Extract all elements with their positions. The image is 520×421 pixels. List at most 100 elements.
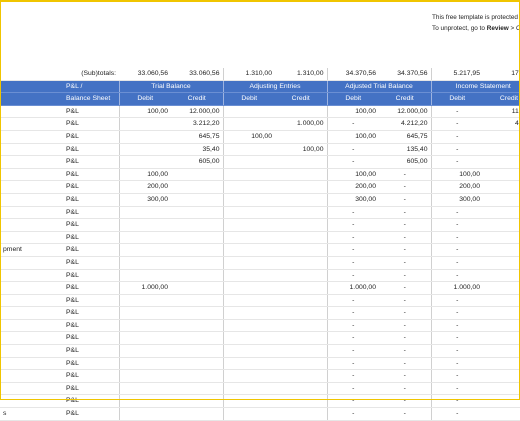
ae-credit-cell[interactable] — [275, 319, 327, 333]
account-cell[interactable] — [0, 369, 63, 383]
ae-credit-cell[interactable]: 100,00 — [275, 143, 327, 157]
ae-credit-cell[interactable] — [275, 331, 327, 346]
tb-debit-cell[interactable]: 100,00 — [118, 105, 171, 119]
is-debit-cell[interactable]: 200,00 — [430, 180, 483, 194]
tb-credit-cell[interactable]: 35,40 — [171, 143, 223, 157]
account-cell[interactable] — [0, 344, 63, 358]
account-cell[interactable] — [0, 130, 63, 144]
tb-credit-cell[interactable]: 605,00 — [171, 155, 223, 169]
header-account-cell[interactable] — [0, 80, 63, 94]
atb-credit-cell[interactable]: - — [379, 369, 431, 383]
ae-debit-cell[interactable] — [222, 168, 275, 182]
tb-debit-cell[interactable] — [118, 344, 171, 358]
atb-credit-cell[interactable]: - — [379, 382, 431, 396]
tb-credit-cell[interactable] — [171, 256, 223, 270]
ae-credit-cell[interactable] — [275, 306, 327, 320]
ae-debit-cell[interactable] — [222, 344, 275, 358]
is-credit-cell[interactable]: 11.900 — [483, 105, 520, 119]
atb-debit-cell[interactable]: - — [326, 319, 379, 333]
is-credit-cell[interactable] — [483, 394, 520, 409]
subtotal-is-debit[interactable]: 5.217,95 — [430, 68, 483, 81]
tb-debit-cell[interactable] — [118, 382, 171, 396]
type-cell[interactable]: P&L — [63, 369, 119, 383]
atb-debit-cell[interactable]: - — [326, 294, 379, 308]
ae-debit-cell[interactable]: 100,00 — [222, 130, 275, 144]
is-debit-cell[interactable]: - — [430, 306, 483, 320]
atb-credit-cell[interactable]: - — [379, 206, 431, 220]
header-adjusted-trial-balance[interactable]: Adjusted Trial Balance — [326, 80, 431, 94]
ae-credit-cell[interactable] — [275, 281, 327, 295]
type-cell[interactable]: P&L — [63, 117, 119, 131]
is-credit-cell[interactable] — [483, 256, 520, 270]
atb-debit-cell[interactable]: - — [326, 218, 379, 232]
header-tb-debit[interactable]: Debit — [118, 92, 171, 106]
type-cell[interactable]: P&L — [63, 281, 119, 295]
is-credit-cell[interactable]: 135 — [483, 143, 520, 157]
tb-credit-cell[interactable] — [171, 357, 223, 371]
is-credit-cell[interactable]: 4.212 — [483, 117, 520, 131]
header-type-label-2[interactable]: Balance Sheet — [63, 92, 119, 106]
tb-debit-cell[interactable]: 100,00 — [118, 168, 171, 182]
ae-debit-cell[interactable] — [222, 281, 275, 295]
tb-credit-cell[interactable]: 645,75 — [171, 130, 223, 144]
tb-credit-cell[interactable] — [171, 331, 223, 346]
is-credit-cell[interactable] — [483, 231, 520, 245]
subtotal-atb-credit[interactable]: 34.370,56 — [379, 68, 431, 81]
is-credit-cell[interactable]: 605 — [483, 155, 520, 169]
account-cell[interactable] — [0, 319, 63, 333]
ae-credit-cell[interactable] — [275, 344, 327, 358]
is-credit-cell[interactable] — [483, 382, 520, 396]
ae-debit-cell[interactable] — [222, 269, 275, 283]
is-credit-cell[interactable] — [483, 243, 520, 257]
ae-debit-cell[interactable] — [222, 357, 275, 371]
is-debit-cell[interactable]: - — [430, 117, 483, 131]
is-debit-cell[interactable]: - — [430, 231, 483, 245]
ae-credit-cell[interactable] — [275, 294, 327, 308]
atb-debit-cell[interactable]: - — [326, 394, 379, 409]
tb-credit-cell[interactable] — [171, 369, 223, 383]
atb-credit-cell[interactable]: - — [379, 281, 431, 295]
tb-credit-cell[interactable] — [171, 382, 223, 396]
tb-credit-cell[interactable] — [171, 218, 223, 232]
type-cell[interactable]: P&L — [63, 344, 119, 358]
subtotal-ae-credit[interactable]: 1.310,00 — [275, 68, 327, 81]
atb-credit-cell[interactable]: 4.212,20 — [379, 117, 431, 131]
atb-credit-cell[interactable]: 645,75 — [379, 130, 431, 144]
account-cell[interactable] — [0, 269, 63, 283]
type-cell[interactable]: P&L — [63, 331, 119, 346]
ae-debit-cell[interactable] — [222, 180, 275, 194]
type-cell[interactable]: P&L — [63, 382, 119, 396]
account-cell[interactable] — [0, 155, 63, 169]
tb-credit-cell[interactable] — [171, 193, 223, 207]
atb-debit-cell[interactable]: - — [326, 117, 379, 131]
atb-credit-cell[interactable]: - — [379, 344, 431, 358]
account-cell[interactable] — [0, 105, 63, 119]
is-credit-cell[interactable] — [483, 269, 520, 283]
account-cell[interactable] — [0, 180, 63, 194]
tb-debit-cell[interactable]: 1.000,00 — [118, 281, 171, 295]
account-cell[interactable] — [0, 281, 63, 295]
ae-credit-cell[interactable] — [275, 231, 327, 245]
header-is-credit[interactable]: Credit — [483, 92, 520, 106]
type-cell[interactable]: P&L — [63, 407, 119, 421]
ae-credit-cell[interactable] — [275, 218, 327, 232]
type-cell[interactable]: P&L — [63, 206, 119, 220]
type-cell[interactable]: P&L — [63, 306, 119, 320]
account-cell[interactable] — [0, 294, 63, 308]
tb-debit-cell[interactable] — [118, 394, 171, 409]
ae-debit-cell[interactable] — [222, 306, 275, 320]
header-atb-debit[interactable]: Debit — [326, 92, 379, 106]
is-credit-cell[interactable] — [483, 281, 520, 295]
tb-debit-cell[interactable] — [118, 231, 171, 245]
tb-debit-cell[interactable] — [118, 269, 171, 283]
tb-debit-cell[interactable] — [118, 117, 171, 131]
tb-credit-cell[interactable] — [171, 281, 223, 295]
account-cell[interactable] — [0, 382, 63, 396]
type-cell[interactable]: P&L — [63, 180, 119, 194]
type-cell[interactable]: P&L — [63, 269, 119, 283]
subtotal-ae-debit[interactable]: 1.310,00 — [222, 68, 275, 81]
tb-debit-cell[interactable] — [118, 155, 171, 169]
account-cell[interactable] — [0, 394, 63, 409]
account-cell[interactable] — [0, 331, 63, 346]
account-cell[interactable] — [0, 357, 63, 371]
